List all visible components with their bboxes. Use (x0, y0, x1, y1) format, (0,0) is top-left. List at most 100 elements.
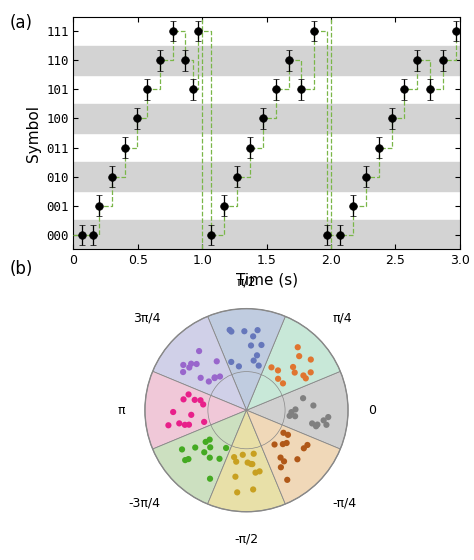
Point (178, 445, 186, 454)
Point (312, 422, 320, 431)
Text: -π/4: -π/4 (333, 496, 357, 510)
Wedge shape (246, 410, 340, 504)
Text: (a): (a) (9, 14, 33, 32)
Point (274, 374, 282, 383)
Point (202, 437, 210, 446)
Text: 0: 0 (368, 404, 376, 417)
Point (201, 417, 208, 426)
Wedge shape (246, 316, 340, 410)
Point (182, 456, 189, 465)
Point (292, 412, 299, 421)
Point (300, 444, 308, 453)
Bar (73, 104, 460, 133)
Point (250, 356, 257, 365)
Point (280, 428, 287, 437)
Wedge shape (208, 309, 285, 410)
Text: π/4: π/4 (333, 311, 352, 324)
Point (288, 408, 295, 417)
Point (307, 355, 315, 364)
Point (195, 347, 203, 356)
Point (277, 463, 285, 472)
Point (283, 438, 291, 447)
Point (307, 368, 314, 377)
Point (284, 430, 292, 439)
Point (216, 372, 224, 381)
Point (211, 373, 219, 382)
Point (180, 361, 187, 370)
Wedge shape (246, 371, 348, 449)
Point (314, 420, 321, 429)
Point (187, 359, 195, 368)
Point (228, 327, 235, 336)
Point (289, 362, 297, 371)
Point (256, 467, 264, 476)
Point (164, 421, 172, 430)
Point (308, 419, 316, 428)
Point (197, 396, 204, 405)
Point (293, 455, 301, 464)
Point (274, 366, 282, 375)
Point (226, 325, 234, 334)
Point (213, 357, 220, 366)
Point (230, 452, 238, 461)
Point (283, 475, 291, 484)
Point (320, 416, 328, 425)
Point (310, 401, 317, 410)
Point (228, 357, 235, 366)
Point (179, 367, 187, 376)
Point (193, 360, 201, 368)
Point (235, 362, 243, 371)
Point (252, 468, 259, 477)
Point (300, 371, 307, 380)
Point (295, 352, 303, 361)
Point (222, 444, 230, 452)
Y-axis label: Symbol: Symbol (26, 105, 41, 161)
Text: -π/2: -π/2 (235, 532, 258, 545)
Point (185, 420, 193, 429)
Bar (73, 162, 460, 191)
Point (191, 395, 199, 404)
Point (181, 421, 189, 430)
Point (258, 340, 265, 349)
Point (292, 405, 299, 414)
Point (302, 374, 310, 383)
Point (239, 450, 246, 459)
Point (255, 361, 263, 370)
Wedge shape (208, 410, 285, 512)
Point (216, 454, 223, 463)
Point (185, 363, 193, 372)
Point (206, 435, 213, 444)
Point (244, 458, 251, 467)
Point (232, 472, 239, 481)
Point (169, 408, 177, 417)
Point (187, 410, 195, 419)
Wedge shape (153, 316, 246, 410)
Point (206, 474, 214, 483)
Text: -3π/4: -3π/4 (128, 496, 160, 510)
Point (201, 448, 208, 457)
Point (185, 455, 192, 464)
Point (254, 326, 261, 335)
Wedge shape (153, 410, 246, 504)
Point (299, 394, 307, 403)
Bar (73, 220, 460, 249)
Point (279, 379, 287, 388)
Point (286, 412, 293, 421)
Point (248, 460, 256, 469)
Point (268, 363, 275, 372)
Text: (b): (b) (9, 260, 33, 278)
Point (200, 400, 207, 409)
Point (280, 457, 288, 466)
Point (180, 395, 187, 404)
Text: 3π/4: 3π/4 (133, 311, 160, 324)
Point (175, 419, 183, 428)
Wedge shape (145, 371, 246, 449)
Point (279, 440, 287, 449)
Point (324, 413, 332, 422)
Point (211, 374, 219, 382)
Point (197, 374, 204, 382)
Point (271, 440, 278, 449)
Point (249, 485, 257, 494)
Point (277, 453, 284, 462)
X-axis label: Time (s): Time (s) (236, 273, 298, 288)
